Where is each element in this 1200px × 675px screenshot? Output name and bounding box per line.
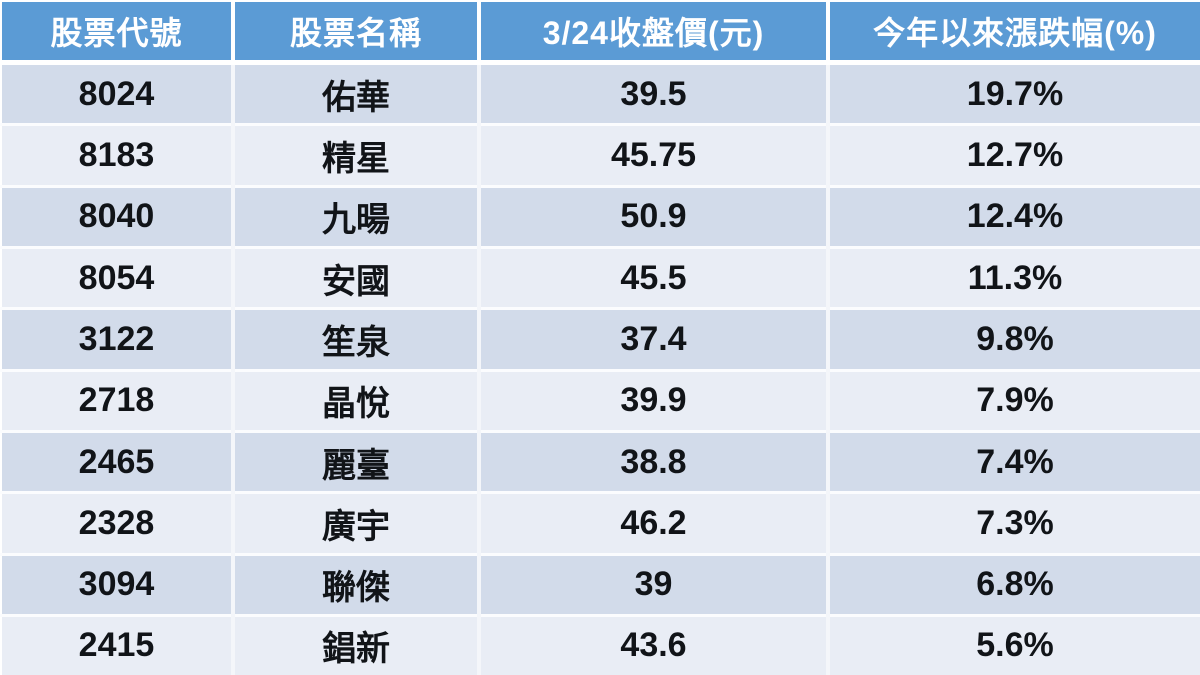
cell-change: 7.4% <box>827 431 1200 495</box>
cell-code: 3094 <box>0 554 235 617</box>
table-row: 2415 錩新 43.6 5.6% <box>0 615 1200 675</box>
cell-name: 佑華 <box>232 62 481 127</box>
cell-change: 7.9% <box>827 370 1200 433</box>
cell-code: 8054 <box>0 247 235 311</box>
column-header-close-price: 3/24收盤價(元) <box>478 0 830 65</box>
cell-price: 39.5 <box>478 62 830 127</box>
cell-change: 6.8% <box>827 554 1200 617</box>
cell-change: 5.6% <box>827 615 1200 675</box>
cell-name: 廣宇 <box>232 492 481 556</box>
cell-price: 46.2 <box>478 492 830 556</box>
cell-name: 笙泉 <box>232 308 481 372</box>
cell-name: 麗臺 <box>232 431 481 495</box>
cell-code: 2328 <box>0 492 235 556</box>
cell-price: 45.75 <box>478 124 830 188</box>
cell-code: 2415 <box>0 615 235 675</box>
table-row: 2718 晶悅 39.9 7.9% <box>0 370 1200 433</box>
table-row: 2328 廣宇 46.2 7.3% <box>0 492 1200 556</box>
table-row: 3122 笙泉 37.4 9.8% <box>0 308 1200 372</box>
table-row: 8040 九暘 50.9 12.4% <box>0 186 1200 250</box>
cell-price: 39 <box>478 554 830 617</box>
cell-name: 安國 <box>232 247 481 311</box>
column-header-ytd-change: 今年以來漲跌幅(%) <box>827 0 1200 65</box>
table-row: 8183 精星 45.75 12.7% <box>0 124 1200 188</box>
cell-code: 8024 <box>0 62 235 127</box>
cell-price: 39.9 <box>478 370 830 433</box>
header-row: 股票代號 股票名稱 3/24收盤價(元) 今年以來漲跌幅(%) <box>0 0 1200 65</box>
cell-name: 九暘 <box>232 186 481 250</box>
cell-price: 43.6 <box>478 615 830 675</box>
table-row: 3094 聯傑 39 6.8% <box>0 554 1200 617</box>
cell-price: 50.9 <box>478 186 830 250</box>
cell-change: 7.3% <box>827 492 1200 556</box>
column-header-stock-name: 股票名稱 <box>232 0 481 65</box>
cell-code: 8040 <box>0 186 235 250</box>
cell-code: 2465 <box>0 431 235 495</box>
cell-price: 38.8 <box>478 431 830 495</box>
table-body: 8024 佑華 39.5 19.7% 8183 精星 45.75 12.7% 8040 九暘 50.… <box>0 62 1200 675</box>
cell-code: 8183 <box>0 124 235 188</box>
cell-change: 12.7% <box>827 124 1200 188</box>
table-row: 8054 安國 45.5 11.3% <box>0 247 1200 311</box>
cell-change: 9.8% <box>827 308 1200 372</box>
cell-name: 錩新 <box>232 615 481 675</box>
table-row: 2465 麗臺 38.8 7.4% <box>0 431 1200 495</box>
cell-price: 37.4 <box>478 308 830 372</box>
cell-name: 精星 <box>232 124 481 188</box>
cell-price: 45.5 <box>478 247 830 311</box>
cell-change: 11.3% <box>827 247 1200 311</box>
cell-name: 聯傑 <box>232 554 481 617</box>
cell-name: 晶悅 <box>232 370 481 433</box>
cell-change: 12.4% <box>827 186 1200 250</box>
cell-code: 3122 <box>0 308 235 372</box>
cell-change: 19.7% <box>827 62 1200 127</box>
column-header-stock-code: 股票代號 <box>0 0 235 65</box>
table-row: 8024 佑華 39.5 19.7% <box>0 62 1200 127</box>
cell-code: 2718 <box>0 370 235 433</box>
